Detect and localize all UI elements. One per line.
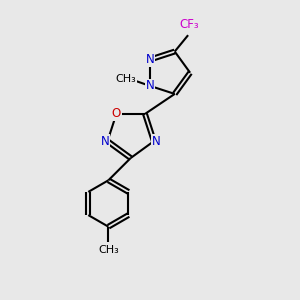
Text: N: N bbox=[152, 135, 160, 148]
Text: N: N bbox=[146, 79, 154, 92]
Text: N: N bbox=[101, 135, 110, 148]
Text: CH₃: CH₃ bbox=[116, 74, 136, 84]
Text: O: O bbox=[112, 107, 121, 120]
Text: CH₃: CH₃ bbox=[98, 245, 119, 255]
Text: CF₃: CF₃ bbox=[180, 18, 200, 31]
Text: N: N bbox=[146, 53, 154, 66]
